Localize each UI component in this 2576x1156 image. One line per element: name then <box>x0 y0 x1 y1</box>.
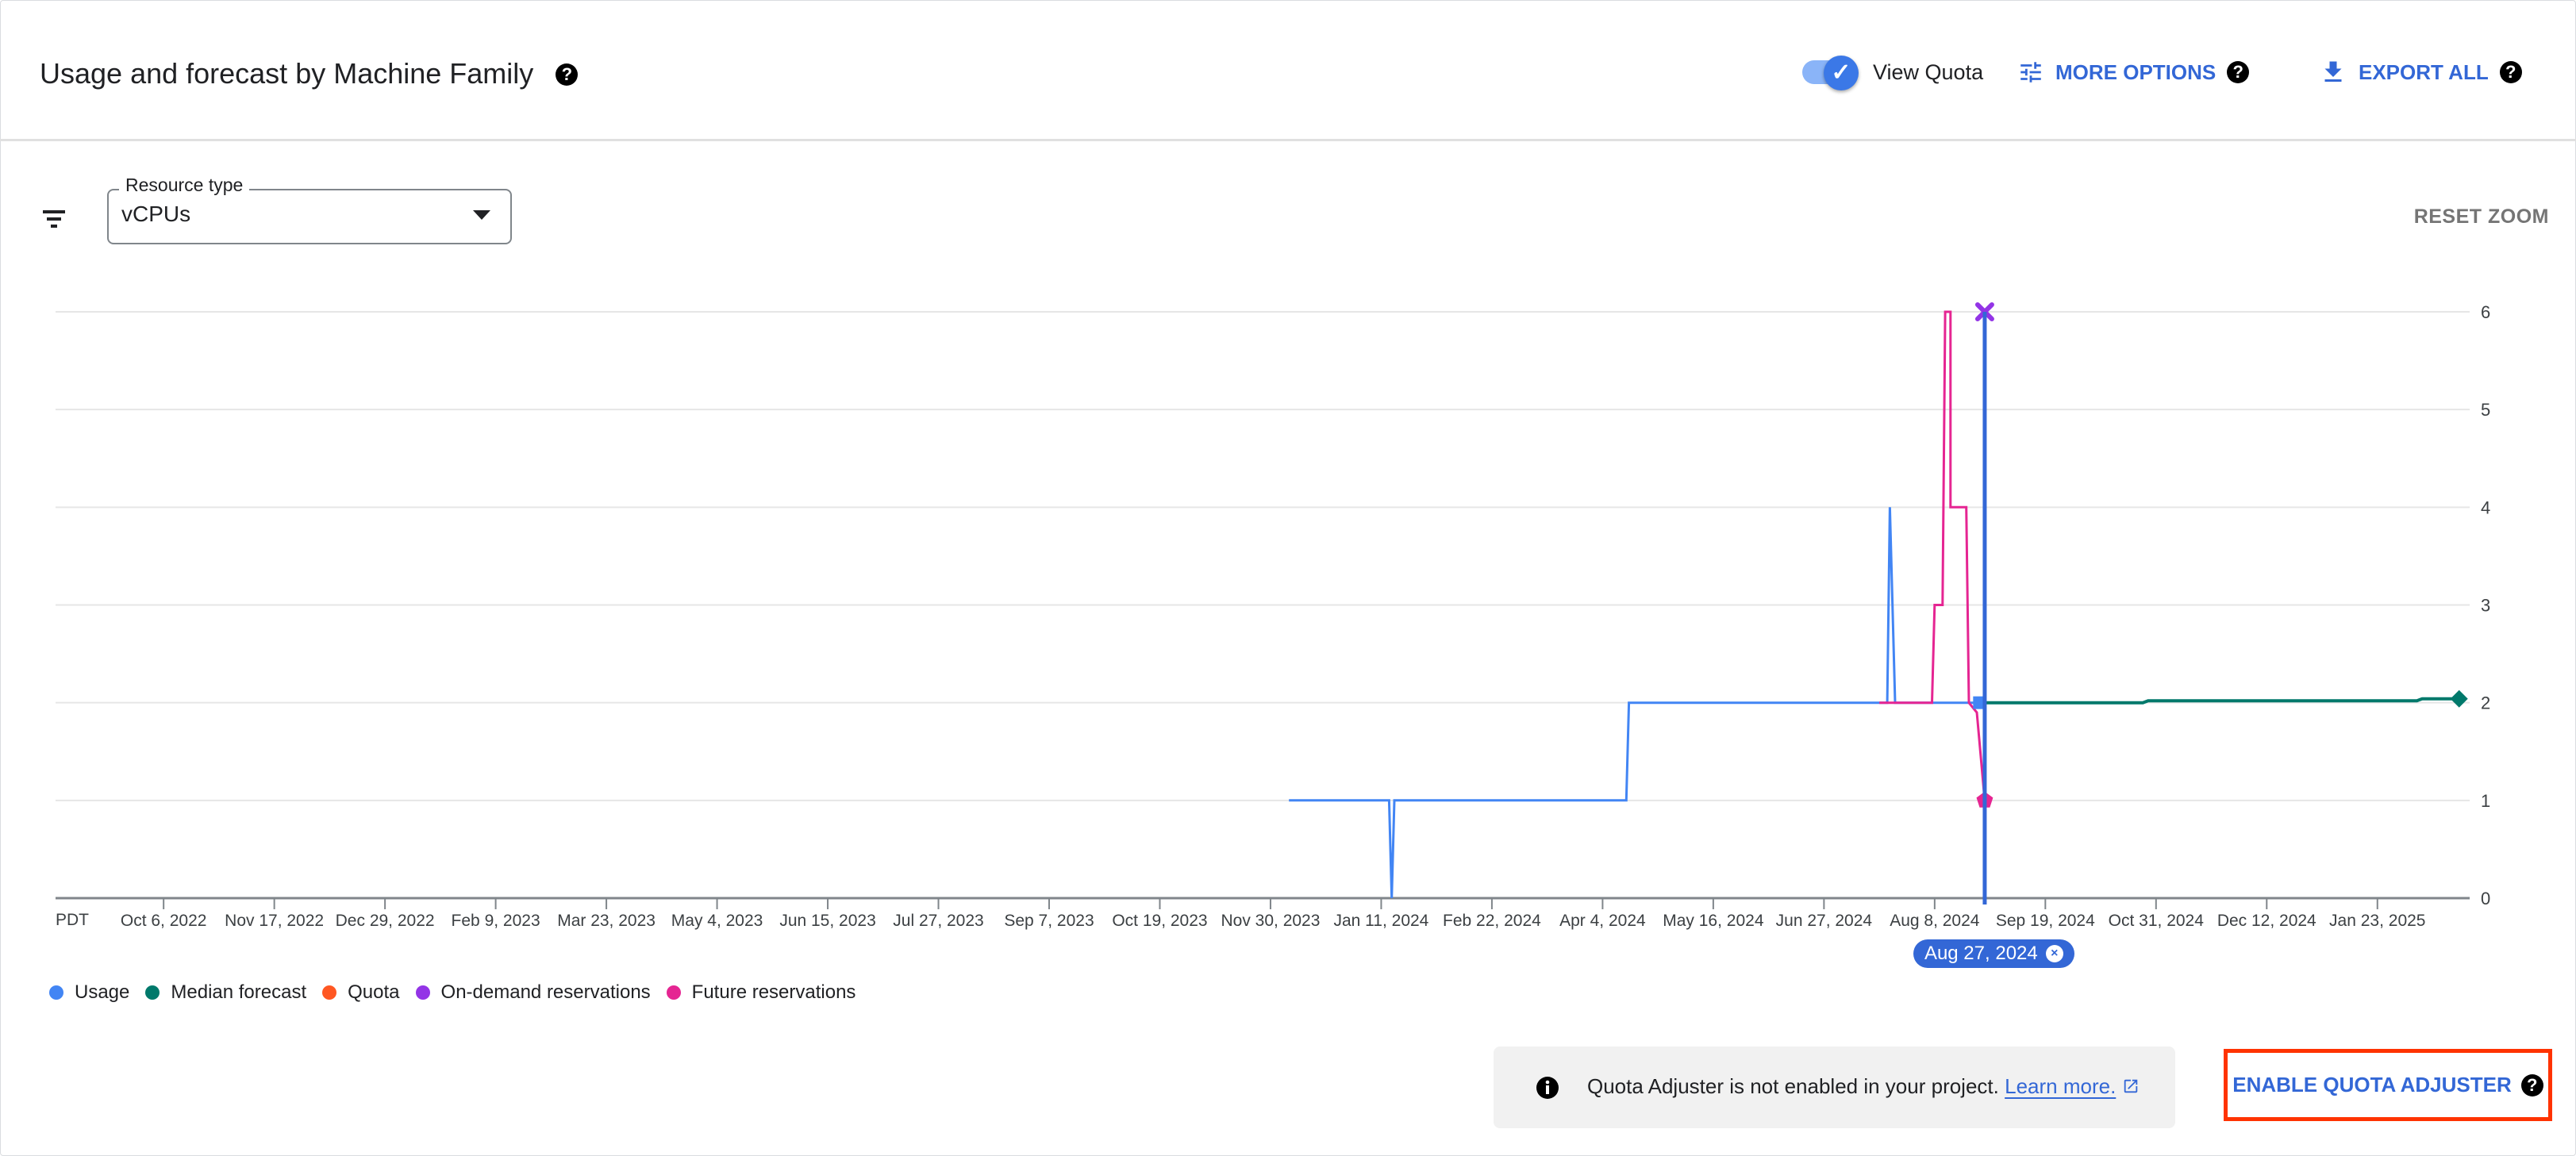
series-line-median-forecast <box>1984 697 2459 705</box>
y-tick-label: 2 <box>2481 693 2490 713</box>
x-tick-label: Apr 4, 2024 <box>1559 912 1646 930</box>
y-tick-label: 4 <box>2481 497 2490 517</box>
y-tick-label: 6 <box>2481 302 2490 322</box>
series-line-usage <box>1289 507 1980 899</box>
close-cursor-icon[interactable]: × <box>2045 945 2063 962</box>
legend-dot-median-forecast <box>145 985 160 1000</box>
quota-adjuster-info-banner <box>1494 1047 2175 1128</box>
resource-type-label: Resource type <box>119 175 250 196</box>
legend-dot-quota <box>322 985 337 1000</box>
view-quota-toggle-check-icon[interactable]: ✓ <box>1824 56 1859 90</box>
more-options-group: MORE OPTIONS ? <box>2017 58 2250 86</box>
reset-zoom-button[interactable]: RESET ZOOM <box>2413 205 2549 228</box>
legend-dot-usage <box>49 985 63 1000</box>
more-options-button[interactable]: MORE OPTIONS <box>2055 60 2217 84</box>
card-title-text: Usage and forecast by Machine Family <box>40 57 534 90</box>
x-tick-label: Jul 27, 2023 <box>893 912 983 930</box>
x-tick-label: Sep 7, 2023 <box>1004 912 1094 930</box>
enable-quota-adjuster-button[interactable]: ENABLE QUOTA ADJUSTER <box>2232 1073 2512 1096</box>
x-tick-label: Jan 23, 2025 <box>2329 912 2425 930</box>
x-tick-label: Oct 6, 2022 <box>121 912 207 930</box>
x-tick-label: May 4, 2023 <box>671 912 763 930</box>
download-icon[interactable] <box>2319 58 2347 86</box>
x-tick-label: Nov 17, 2022 <box>225 912 324 930</box>
info-icon <box>1536 1076 1559 1104</box>
chart-legend: Usage Median forecast Quota On-demand re… <box>49 981 871 1004</box>
legend-label: Usage <box>75 981 130 1003</box>
x-tick-label: Jun 15, 2023 <box>779 912 875 930</box>
legend-item-on-demand-reservations[interactable]: On-demand reservations <box>415 981 651 1004</box>
info-message: Quota Adjuster is not enabled in your pr… <box>1587 1074 2140 1099</box>
legend-label: On-demand reservations <box>440 981 651 1003</box>
cursor-date-label: Aug 27, 2024 <box>1924 943 2038 964</box>
legend-item-usage[interactable]: Usage <box>49 981 129 1004</box>
x-tick-label: Dec 29, 2022 <box>336 912 435 930</box>
resource-type-select[interactable] <box>107 189 512 244</box>
tune-icon[interactable] <box>2017 58 2044 86</box>
x-tick-label: Oct 19, 2023 <box>1112 912 1207 930</box>
filter-list-icon[interactable] <box>43 209 67 233</box>
x-tick-label: Nov 30, 2023 <box>1221 912 1320 930</box>
y-tick-label: 5 <box>2481 400 2490 420</box>
x-tick-label: Jan 11, 2024 <box>1333 912 1428 930</box>
legend-label: Future reservations <box>691 981 856 1003</box>
more-options-help-icon[interactable]: ? <box>2227 61 2250 83</box>
enable-quota-adjuster-help-icon[interactable]: ? <box>2520 1073 2543 1096</box>
x-tick-label: Oct 31, 2024 <box>2109 912 2205 930</box>
legend-label: Quota <box>348 981 400 1003</box>
x-tick-label: Feb 9, 2023 <box>452 912 540 930</box>
resource-type-value[interactable]: vCPUs <box>121 202 191 226</box>
header-divider <box>0 139 2576 141</box>
legend-dot-future <box>666 985 681 1000</box>
info-message-text: Quota Adjuster is not enabled in your pr… <box>1587 1074 1999 1098</box>
series-line-future-reservations <box>1879 310 1986 801</box>
export-all-help-icon[interactable]: ? <box>2499 61 2522 83</box>
marker-usage <box>1973 696 1986 709</box>
export-all-button[interactable]: EXPORT ALL <box>2359 60 2489 84</box>
enable-quota-adjuster-highlight: ENABLE QUOTA ADJUSTER ? <box>2224 1049 2552 1121</box>
y-tick-label: 3 <box>2481 596 2490 616</box>
x-tick-label: Aug 8, 2024 <box>1890 912 1980 930</box>
external-link-icon[interactable] <box>2122 1077 2140 1095</box>
export-all-group: EXPORT ALL ? <box>2319 58 2522 86</box>
legend-item-future-reservations[interactable]: Future reservations <box>666 981 856 1004</box>
legend-dot-on-demand <box>415 985 430 1000</box>
y-tick-label: 0 <box>2481 889 2490 908</box>
cursor-date-chip[interactable]: Aug 27, 2024 × <box>1913 939 2074 968</box>
dropdown-arrow-icon[interactable] <box>473 210 490 220</box>
x-tick-label: Mar 23, 2023 <box>557 912 656 930</box>
x-tick-label: Dec 12, 2024 <box>2217 912 2316 930</box>
timezone-label: PDT <box>56 911 89 929</box>
x-tick-label: May 16, 2024 <box>1663 912 1764 930</box>
x-tick-label: Jun 27, 2024 <box>1776 912 1873 930</box>
marker-median-forecast <box>2450 689 2468 708</box>
legend-item-median-forecast[interactable]: Median forecast <box>145 981 306 1004</box>
y-tick-label: 1 <box>2481 791 2490 811</box>
legend-label: Median forecast <box>171 981 307 1003</box>
legend-item-quota[interactable]: Quota <box>322 981 400 1004</box>
view-quota-label[interactable]: View Quota <box>1873 60 1984 84</box>
title-help-icon[interactable]: ? <box>556 63 579 86</box>
x-tick-label: Sep 19, 2024 <box>1996 912 2095 930</box>
learn-more-link[interactable]: Learn more. <box>2005 1074 2117 1098</box>
card-title: Usage and forecast by Machine Family ? <box>40 57 579 90</box>
x-tick-label: Feb 22, 2024 <box>1443 912 1541 930</box>
